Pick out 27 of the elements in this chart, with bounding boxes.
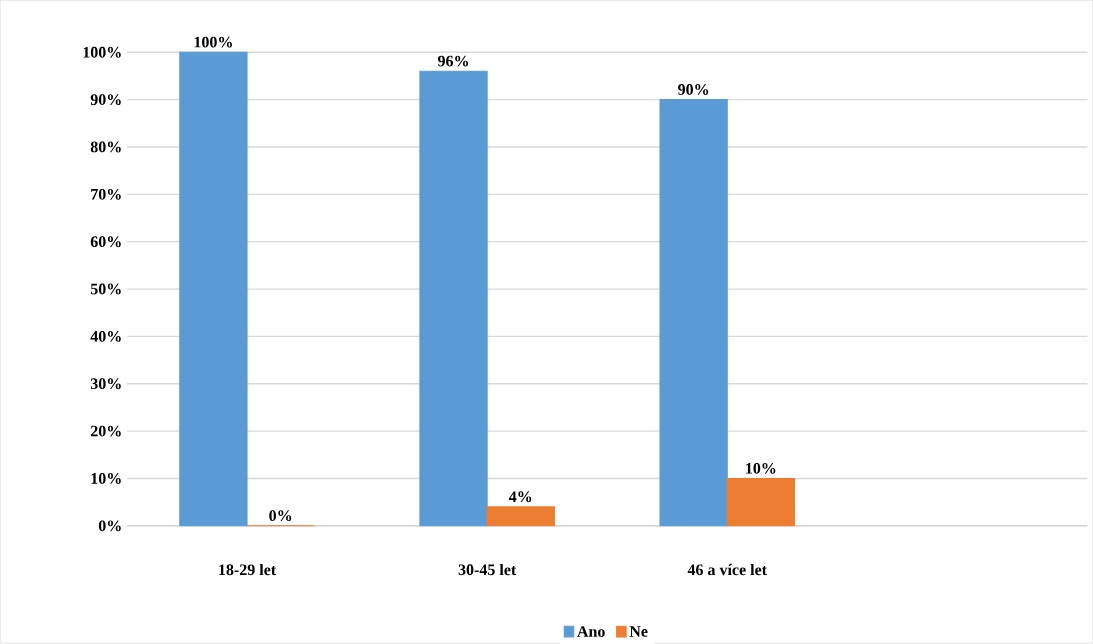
y-tick-label: 60%: [90, 236, 121, 248]
legend-label: Ano: [577, 626, 605, 637]
data-label: 0%: [269, 510, 292, 522]
data-label: 100%: [194, 36, 232, 48]
y-tick-label: 40%: [90, 330, 121, 342]
data-label: 90%: [678, 84, 709, 95]
bar: [419, 70, 488, 527]
y-tick-label: 10%: [91, 473, 121, 484]
bar: [486, 506, 555, 527]
x-tick-label: 30-45 let: [458, 563, 517, 576]
bar: [179, 51, 248, 527]
y-tick-label: 20%: [90, 425, 121, 437]
y-tick-label: 80%: [90, 141, 121, 153]
x-tick-label: 46 a více let: [687, 563, 767, 576]
x-tick-label: 18-29 let: [219, 563, 277, 576]
data-label: 4%: [508, 491, 532, 503]
y-tick-label: 0%: [98, 520, 121, 532]
y-tick-label: 70%: [91, 188, 121, 200]
y-tick-label: 50%: [90, 283, 121, 295]
data-label: 10%: [746, 462, 776, 474]
y-tick-label: 100%: [83, 46, 121, 58]
data-label: 96%: [437, 55, 469, 67]
bar: [726, 477, 796, 527]
y-tick-label: 30%: [90, 378, 121, 390]
y-tick-label: 90%: [90, 94, 121, 106]
bar: [659, 99, 728, 527]
legend-label: Ne: [629, 626, 648, 637]
